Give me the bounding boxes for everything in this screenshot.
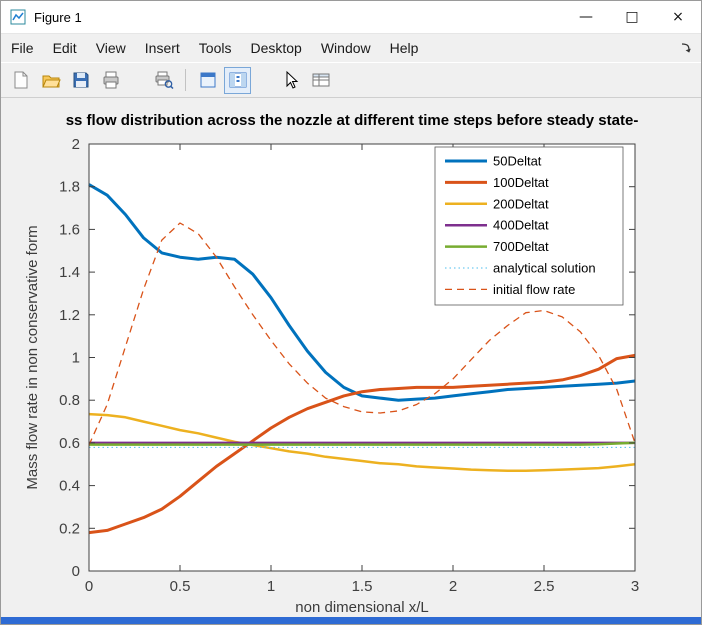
close-button[interactable]: ×	[655, 1, 701, 33]
legend: 50Deltat 100Deltat 200Deltat 400Deltat 700De…	[434, 146, 624, 306]
figure-area: 0 0.5 1 1.5 2 2.5 3 0 0.2 0.4 0.6 0.8 1 1.2 1.4 1.6 1.8 2…	[1, 99, 701, 619]
chart-canvas: 0 0.5 1 1.5 2 2.5 3 0 0.2 0.4 0.6 0.8 1 1.2 1.4 1.6 1.8 2…	[24, 136, 639, 616]
menu-insert[interactable]: Insert	[144, 40, 180, 56]
show-plot-tools-icon[interactable]	[224, 66, 251, 94]
hide-plot-tools-icon[interactable]	[194, 67, 221, 94]
svg-text:Mass flow rate in non conserva: Mass flow rate in non conservative form	[24, 225, 41, 489]
svg-text:1: 1	[267, 578, 275, 595]
desktop-strip	[1, 617, 701, 624]
svg-text:1.8: 1.8	[59, 179, 80, 196]
svg-text:3: 3	[631, 578, 639, 595]
print-preview-icon[interactable]	[150, 67, 177, 94]
maximize-button[interactable]: □	[609, 1, 655, 33]
svg-text:700Deltat: 700Deltat	[493, 239, 549, 254]
minimize-button[interactable]: —	[563, 1, 609, 33]
menu-tools[interactable]: Tools	[198, 40, 232, 56]
pointer-icon[interactable]	[277, 67, 304, 94]
svg-text:1: 1	[72, 350, 80, 367]
svg-text:100Deltat: 100Deltat	[493, 175, 549, 190]
svg-text:0.8: 0.8	[59, 392, 80, 409]
svg-text:0.4: 0.4	[59, 478, 80, 495]
save-figure-icon[interactable]	[67, 67, 94, 94]
toolbar	[1, 62, 701, 98]
menu-file[interactable]: File	[11, 40, 34, 56]
toolbar-separator	[185, 69, 186, 91]
svg-text:200Deltat: 200Deltat	[493, 196, 549, 211]
svg-text:0.2: 0.2	[59, 520, 80, 537]
svg-text:0.5: 0.5	[170, 578, 191, 595]
svg-text:0.6: 0.6	[59, 435, 80, 452]
menu-help[interactable]: Help	[389, 40, 419, 56]
open-file-icon[interactable]	[37, 67, 64, 94]
svg-text:2.5: 2.5	[534, 578, 555, 595]
window-controls: — □ ×	[563, 1, 701, 33]
svg-text:1.4: 1.4	[59, 264, 80, 281]
svg-text:analytical solution: analytical solution	[493, 261, 596, 276]
dock-figure-icon[interactable]	[679, 41, 693, 55]
svg-text:0: 0	[72, 563, 80, 580]
svg-text:2: 2	[449, 578, 457, 595]
window-title: Figure 1	[34, 9, 82, 25]
svg-text:initial flow rate: initial flow rate	[493, 282, 575, 297]
title-bar[interactable]: Figure 1 — □ ×	[1, 1, 701, 33]
svg-text:non dimensional x/L: non dimensional x/L	[295, 599, 428, 616]
menu-desktop[interactable]: Desktop	[250, 40, 302, 56]
svg-text:1.6: 1.6	[59, 221, 80, 238]
plot-title: ss flow distribution across the nozzle a…	[65, 112, 639, 129]
menu-bar: File Edit View Insert Tools Desktop Wind…	[1, 33, 701, 62]
menu-view[interactable]: View	[95, 40, 126, 56]
menu-edit[interactable]: Edit	[52, 40, 77, 56]
menu-window[interactable]: Window	[320, 40, 371, 56]
svg-text:50Deltat: 50Deltat	[493, 154, 542, 169]
svg-text:1.2: 1.2	[59, 307, 80, 324]
svg-text:0: 0	[85, 578, 93, 595]
new-figure-icon[interactable]	[7, 67, 34, 94]
figure-icon	[9, 8, 27, 26]
svg-text:400Deltat: 400Deltat	[493, 218, 549, 233]
property-editor-icon[interactable]	[307, 67, 334, 94]
svg-text:2: 2	[72, 136, 80, 153]
print-figure-icon[interactable]	[97, 67, 124, 94]
svg-text:1.5: 1.5	[352, 578, 373, 595]
